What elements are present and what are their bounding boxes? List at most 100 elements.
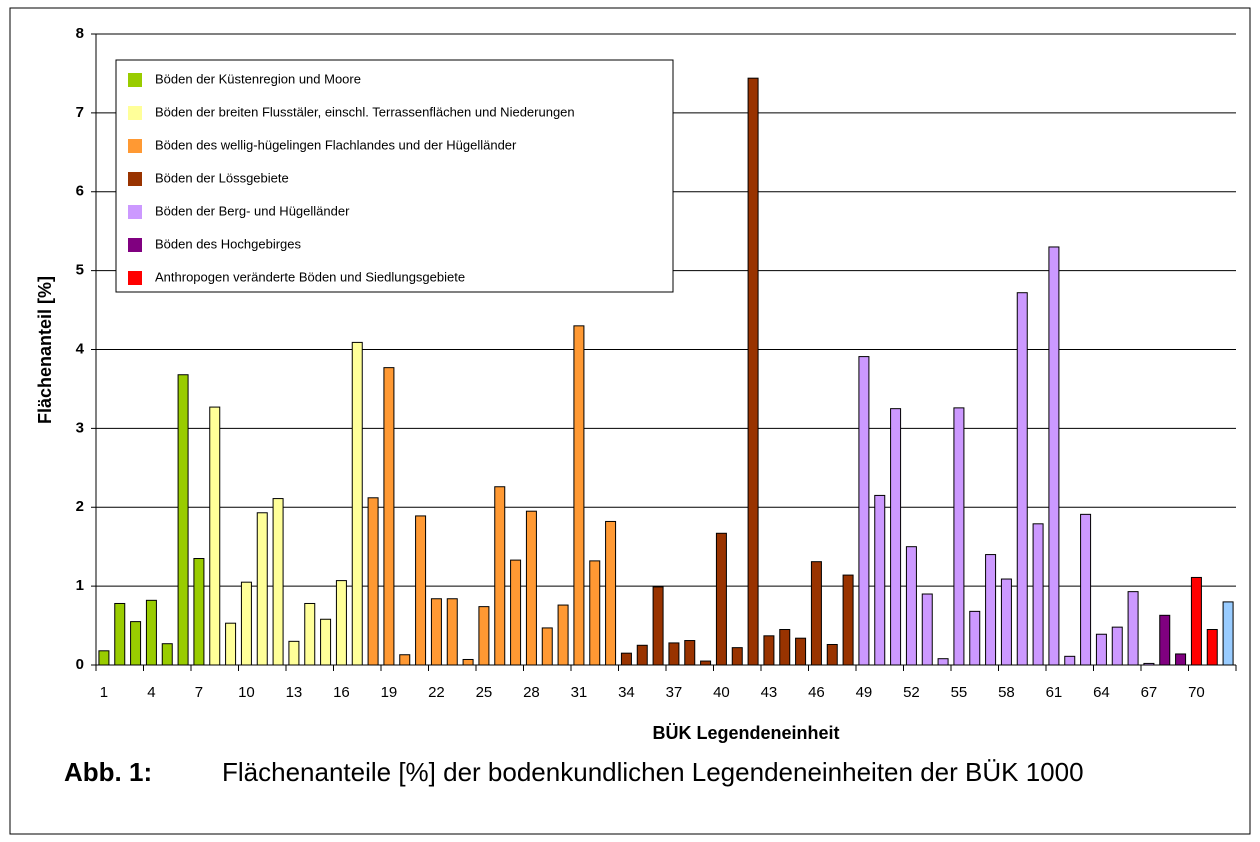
bar [367, 497, 379, 666]
y-axis-label: Flächenanteil [%] [35, 276, 55, 424]
bar [494, 486, 506, 666]
bar [383, 367, 395, 666]
bar [525, 510, 537, 666]
bar [953, 407, 965, 666]
bar [177, 374, 189, 666]
bar [541, 627, 553, 666]
legend-swatch [128, 238, 142, 252]
frame [9, 7, 1251, 835]
bar [256, 512, 268, 666]
bar [240, 581, 252, 666]
legend-swatch [128, 73, 142, 87]
x-tick-label: 64 [1093, 684, 1110, 701]
x-tick-label: 46 [808, 684, 825, 701]
legend-label: Böden der breiten Flusstäler, einschl. T… [155, 104, 575, 119]
legend-label: Böden der Lössgebiete [155, 170, 289, 185]
x-tick-label: 4 [147, 684, 155, 701]
x-tick-label: 34 [618, 684, 635, 701]
bar [573, 325, 585, 666]
bar [605, 520, 617, 666]
bar [462, 658, 474, 666]
legend-label: Böden des Hochgebirges [155, 236, 301, 251]
x-tick-label: 13 [286, 684, 303, 701]
x-tick-label: 31 [571, 684, 588, 701]
bar [1032, 523, 1044, 666]
x-tick-label: 1 [100, 684, 108, 701]
bar [1127, 591, 1139, 666]
bar [1064, 655, 1076, 666]
bar [130, 621, 142, 666]
x-axis-label: BÜK Legendeneinheit [652, 723, 839, 743]
bar [114, 602, 126, 666]
legend-swatch [128, 205, 142, 219]
x-tick-label: 61 [1046, 684, 1063, 701]
bar [937, 658, 949, 666]
bar [700, 660, 712, 666]
bar [668, 642, 680, 666]
x-tick-label: 49 [856, 684, 873, 701]
bar [98, 650, 110, 666]
bar [795, 637, 807, 666]
legend-label: Anthropogen veränderte Böden und Siedlun… [155, 269, 465, 284]
bar [684, 640, 696, 666]
bar [1080, 513, 1092, 666]
bar [890, 408, 902, 666]
legend-label: Böden der Berg- und Hügelländer [155, 203, 350, 218]
bar [731, 647, 743, 666]
bar [1159, 614, 1171, 666]
bar [905, 546, 917, 666]
bar [145, 599, 157, 666]
bar [193, 558, 205, 666]
bar [589, 560, 601, 666]
y-tick-label: 2 [76, 498, 84, 515]
bar [335, 580, 347, 666]
x-tick-label: 10 [238, 684, 255, 701]
bar [510, 559, 522, 666]
legend-swatch [128, 139, 142, 153]
x-tick-label: 43 [761, 684, 778, 701]
legend-label: Böden der Küstenregion und Moore [155, 71, 361, 86]
bar [1222, 601, 1234, 666]
bar [858, 356, 870, 666]
x-tick-label: 37 [666, 684, 683, 701]
bar [874, 494, 886, 666]
bar [1111, 626, 1123, 666]
bar [415, 515, 427, 666]
bar [810, 561, 822, 666]
y-tick-label: 0 [76, 656, 84, 673]
bar [272, 498, 284, 666]
x-tick-label: 55 [951, 684, 968, 701]
y-tick-label: 4 [76, 340, 85, 357]
bar [225, 622, 237, 666]
y-tick-label: 5 [76, 262, 84, 279]
y-tick-label: 7 [76, 104, 84, 121]
bar [969, 610, 981, 666]
bar [161, 643, 173, 666]
bar [399, 654, 411, 666]
bar [921, 593, 933, 666]
bar [1175, 653, 1187, 666]
x-tick-label: 70 [1188, 684, 1205, 701]
bar [763, 635, 775, 666]
bar [1190, 576, 1202, 666]
bar [826, 643, 838, 666]
legend-swatch [128, 172, 142, 186]
chart-title: Flächenanteile [%] der bodenkundlichen L… [222, 757, 1084, 787]
legend-swatch [128, 271, 142, 285]
bar [779, 629, 791, 666]
bar [351, 341, 363, 666]
bar [304, 602, 316, 666]
bar [288, 640, 300, 666]
bar [1048, 246, 1060, 666]
x-tick-label: 7 [195, 684, 203, 701]
bar [985, 554, 997, 666]
x-tick-label: 58 [998, 684, 1015, 701]
x-tick-label: 22 [428, 684, 445, 701]
bar [620, 652, 632, 666]
y-tick-label: 1 [76, 577, 84, 594]
x-tick-label: 67 [1141, 684, 1158, 701]
bar [842, 574, 854, 666]
x-tick-label: 19 [381, 684, 398, 701]
bar [557, 604, 569, 666]
